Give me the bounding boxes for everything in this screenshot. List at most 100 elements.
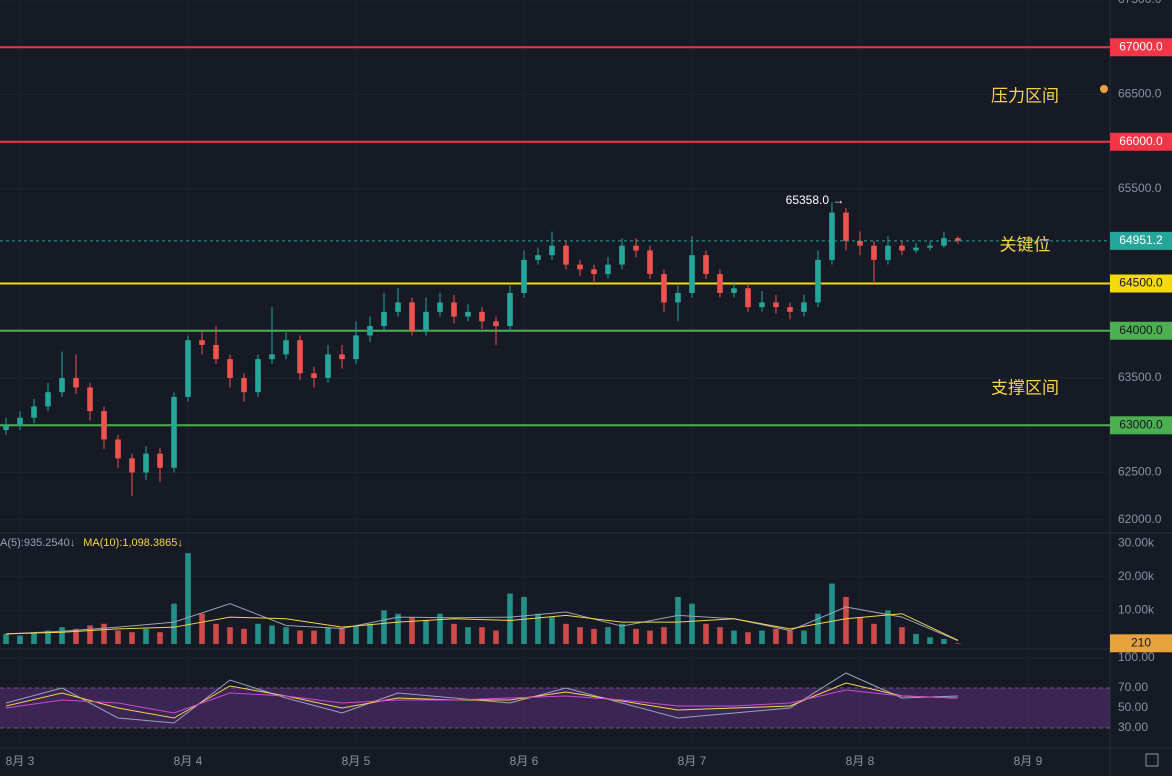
volume-bar [479,627,485,644]
candle-body [479,311,485,322]
candle-body [927,245,933,248]
volume-bar [787,630,793,644]
candle-body [367,326,373,336]
settings-icon[interactable] [1145,753,1159,767]
volume-bar [87,625,93,644]
volume-bar [843,596,849,644]
volume-bar [885,610,891,644]
volume-bar [773,628,779,644]
y-tick-label: 66500.0 [1118,87,1162,101]
level-label: 64000.0 [1119,323,1163,337]
x-tick-label: 8月 6 [510,754,539,768]
current-price-label: 64951.2 [1119,233,1163,247]
volume-bar [311,630,317,644]
indicator-line [5,682,958,719]
candle-body [563,245,569,265]
volume-bar [577,627,583,644]
candle-body [87,387,93,412]
alert-icon[interactable] [1100,85,1108,93]
legend-entry: A(5):935.2540↓ [0,537,75,549]
volume-bar [3,633,9,644]
candle-body [31,406,37,418]
volume-bar [255,623,261,644]
volume-bar [437,613,443,644]
candle-body [185,340,191,397]
level-label: 67000.0 [1119,39,1163,53]
candle-body [591,269,597,275]
candle-body [437,302,443,312]
candle-body [73,378,79,388]
candle-body [661,274,667,303]
volume-bar [829,583,835,644]
volume-bar [689,603,695,644]
candle-body [633,245,639,251]
level-label: 64500.0 [1119,276,1163,290]
volume-bar [717,627,723,644]
volume-bar [185,553,191,644]
candle-body [619,245,625,265]
candle-body [227,359,233,379]
band [0,688,1110,728]
volume-bar [759,630,765,644]
volume-bar [647,630,653,644]
volume-bar [871,623,877,644]
candle-body [745,288,751,308]
volume-bar [143,628,149,644]
candle-body [353,335,359,360]
candle-body [143,453,149,473]
volume-bar [31,632,37,644]
volume-bar [59,627,65,644]
candle-body [409,302,415,331]
candle-body [311,373,317,379]
volume-bar [45,630,51,644]
level-label: 66000.0 [1119,134,1163,148]
volume-bar [955,643,961,644]
volume-bar [297,630,303,644]
volume-bar [451,623,457,644]
y-tick-label: 30.00k [1118,535,1155,549]
indicator-line [5,603,959,642]
candle-body [829,212,835,260]
level-label-box [1110,416,1172,435]
candle-body [801,302,807,312]
candle-body [549,245,555,256]
y-tick-label: 50.00 [1118,700,1148,714]
volume-bar [591,628,597,644]
x-tick-label: 8月 9 [1014,754,1043,768]
volume-bar [213,623,219,644]
candle-body [675,292,681,303]
volume-bar [521,596,527,644]
candle-body [787,307,793,312]
candle-body [115,439,121,459]
volume-bar [423,620,429,644]
y-tick-label: 30.00 [1118,720,1148,734]
candle-body [843,212,849,241]
candle-body [451,302,457,317]
volume-bar [801,630,807,644]
indicator-line [6,613,959,641]
indicator-line [5,689,958,714]
candle-body [199,340,205,345]
candle-body [59,378,65,393]
volume-bar [367,623,373,644]
candle-body [913,247,919,251]
volume-bar [241,628,247,644]
volume-bar [493,630,499,644]
candle-body [759,302,765,308]
candle-body [101,411,107,440]
candle-body [339,354,345,360]
x-tick-label: 8月 3 [6,754,35,768]
y-tick-label: 100.00 [1118,650,1155,664]
volume-bar [381,610,387,644]
volume-bar [73,628,79,644]
volume-bar [549,617,555,644]
candle-body [605,264,611,275]
level-label-box [1110,321,1172,340]
y-tick-label: 67500.0 [1118,0,1162,6]
volume-bar [395,613,401,644]
y-tick-label: 65500.0 [1118,181,1162,195]
volume-bar [675,596,681,644]
